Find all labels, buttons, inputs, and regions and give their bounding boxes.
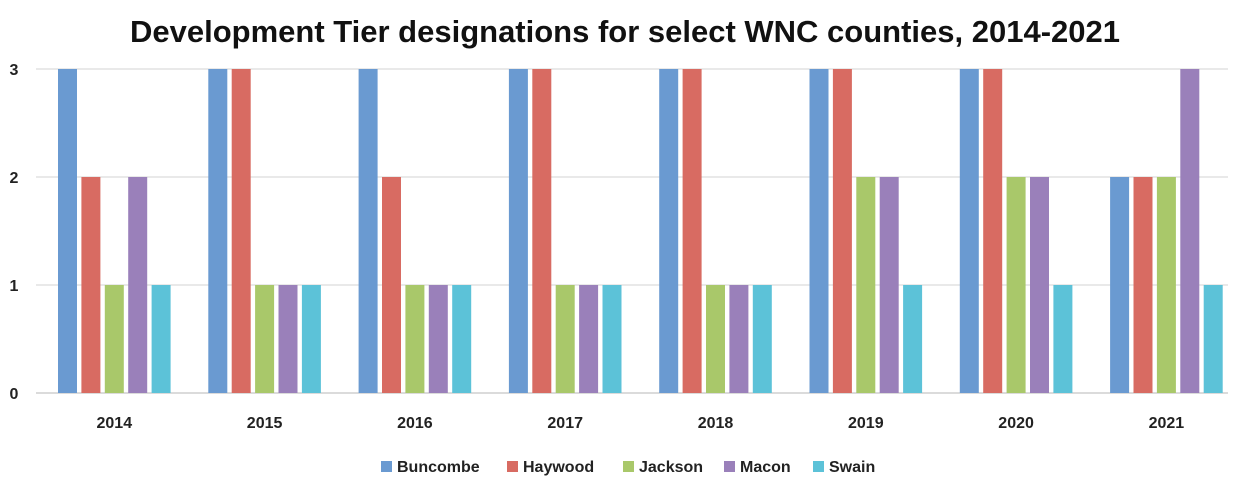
legend-item-jackson: Jackson <box>623 459 703 476</box>
legend-item-haywood: Haywood <box>507 459 594 476</box>
y-axis: 0 1 2 3 <box>10 62 19 403</box>
legend-item-swain: Swain <box>813 459 875 476</box>
bar-haywood-2014 <box>81 177 101 393</box>
bar-macon-2021 <box>1180 69 1200 393</box>
bar-jackson-2020 <box>1006 177 1026 393</box>
bar-buncombe-2018 <box>659 69 679 393</box>
bar-haywood-2021 <box>1133 177 1153 393</box>
bar-swain-2020 <box>1053 285 1073 393</box>
bar-swain-2018 <box>752 285 772 393</box>
legend-swatch <box>381 461 392 472</box>
bar-swain-2016 <box>452 285 472 393</box>
y-tick-label: 1 <box>10 278 19 295</box>
x-tick-label: 2014 <box>97 415 133 432</box>
bar-jackson-2018 <box>706 285 725 393</box>
x-tick-label: 2019 <box>848 415 884 432</box>
bar-buncombe-2021 <box>1110 177 1130 393</box>
bar-buncombe-2014 <box>58 69 77 393</box>
legend-label: Macon <box>740 459 791 476</box>
bar-swain-2014 <box>151 285 171 393</box>
chart-title: Development Tier designations for select… <box>130 14 1120 49</box>
bar-macon-2014 <box>128 177 148 393</box>
bar-macon-2020 <box>1030 177 1049 393</box>
bar-macon-2018 <box>729 285 749 393</box>
bar-haywood-2016 <box>382 177 401 393</box>
bar-buncombe-2016 <box>358 69 378 393</box>
x-tick-label: 2021 <box>1149 415 1185 432</box>
bar-buncombe-2019 <box>809 69 829 393</box>
bar-jackson-2019 <box>856 177 876 393</box>
bar-buncombe-2015 <box>208 69 228 393</box>
bar-macon-2016 <box>428 285 448 393</box>
legend-swatch <box>507 461 518 472</box>
bar-haywood-2020 <box>983 69 1003 393</box>
bar-jackson-2016 <box>405 285 425 393</box>
legend-label: Buncombe <box>397 459 480 476</box>
legend-swatch <box>724 461 735 472</box>
bar-buncombe-2020 <box>959 69 979 393</box>
legend-swatch <box>813 461 824 472</box>
legend: Buncombe Haywood Jackson Macon Swain <box>381 459 875 476</box>
x-tick-label: 2018 <box>698 415 734 432</box>
legend-swatch <box>623 461 634 472</box>
legend-label: Swain <box>829 459 875 476</box>
legend-item-buncombe: Buncombe <box>381 459 480 476</box>
y-tick-label: 0 <box>10 386 19 403</box>
x-tick-label: 2020 <box>998 415 1034 432</box>
legend-label: Jackson <box>639 459 703 476</box>
bar-jackson-2014 <box>104 285 124 393</box>
bar-swain-2017 <box>602 285 622 393</box>
x-axis: 2014 2015 2016 2017 2018 2019 2020 2021 <box>97 415 1185 432</box>
bar-swain-2021 <box>1203 285 1223 393</box>
bar-buncombe-2017 <box>508 69 528 393</box>
bar-haywood-2018 <box>682 69 702 393</box>
bar-swain-2015 <box>301 285 321 393</box>
bar-macon-2015 <box>278 285 298 393</box>
y-tick-label: 2 <box>10 170 19 187</box>
x-tick-label: 2016 <box>397 415 433 432</box>
x-tick-label: 2015 <box>247 415 283 432</box>
bar-jackson-2015 <box>255 285 275 393</box>
bar-haywood-2015 <box>231 69 251 393</box>
legend-label: Haywood <box>523 459 594 476</box>
x-tick-label: 2017 <box>547 415 583 432</box>
bar-haywood-2019 <box>832 69 852 393</box>
bar-macon-2017 <box>579 285 599 393</box>
y-tick-label: 3 <box>10 62 19 79</box>
bar-jackson-2021 <box>1156 177 1176 393</box>
bar-swain-2019 <box>903 285 923 393</box>
bars <box>58 69 1223 393</box>
bar-macon-2019 <box>879 177 899 393</box>
bar-haywood-2017 <box>532 69 552 393</box>
bar-jackson-2017 <box>555 285 575 393</box>
legend-item-macon: Macon <box>724 459 791 476</box>
